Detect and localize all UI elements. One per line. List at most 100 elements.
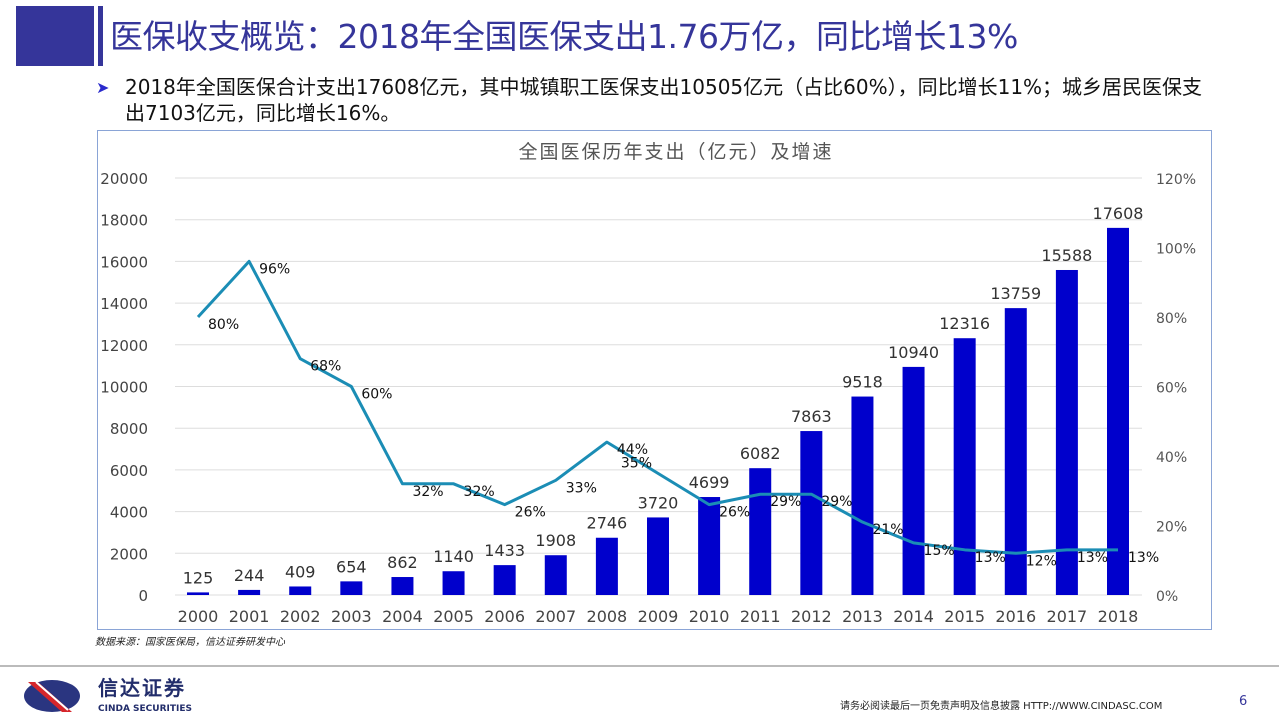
left-axis-tick: 8000 — [110, 420, 148, 438]
chart-frame — [97, 130, 1212, 630]
growth-line — [196, 259, 1118, 555]
line-label: 12% — [1026, 553, 1057, 569]
bar-label: 15588 — [1041, 246, 1092, 265]
bar-2012 — [800, 431, 823, 595]
right-axis-tick: 20% — [1156, 520, 1187, 536]
footer-divider — [0, 665, 1279, 667]
bar-label: 6082 — [740, 444, 781, 463]
x-axis-tick: 2018 — [1098, 607, 1139, 626]
bar-2013 — [851, 396, 874, 595]
line-label: 32% — [412, 484, 443, 500]
bar-2009 — [647, 517, 669, 595]
bar-label: 125 — [183, 568, 214, 587]
line-label: 96% — [259, 261, 290, 277]
line-label: 13% — [1077, 550, 1108, 566]
right-axis-tick: 40% — [1156, 450, 1187, 466]
line-label: 44% — [617, 442, 648, 458]
bar-2014 — [902, 366, 925, 595]
left-axis-tick: 16000 — [100, 253, 148, 271]
bar-2018 — [1107, 227, 1129, 595]
bar-2015 — [953, 338, 976, 595]
line-label: 29% — [770, 494, 801, 510]
chart-title: 全国医保历年支出（亿元）及增速 — [518, 141, 833, 163]
right-axis-tick: 100% — [1156, 242, 1196, 258]
right-axis-tick: 120% — [1156, 172, 1196, 188]
x-axis-tick: 2016 — [995, 607, 1036, 626]
bar-label: 244 — [234, 566, 265, 585]
x-axis-tick: 2017 — [1047, 607, 1088, 626]
title-bar-decoration — [98, 6, 103, 66]
right-axis-tick: 0% — [1156, 589, 1178, 605]
bar-label: 7863 — [791, 407, 832, 426]
x-axis-tick: 2014 — [893, 607, 934, 626]
line-label: 29% — [821, 494, 852, 510]
bar-label: 12316 — [939, 314, 990, 333]
x-axis-tick: 2001 — [229, 607, 270, 626]
bar-label: 10940 — [888, 343, 939, 362]
x-axis-tick: 2011 — [740, 607, 781, 626]
page-number: 6 — [1239, 694, 1248, 709]
bar-label: 654 — [336, 557, 367, 576]
bar-2003 — [340, 581, 363, 595]
bar-2004 — [391, 577, 414, 595]
bar-label: 9518 — [842, 373, 883, 392]
bar-2007 — [544, 555, 567, 595]
line-label: 13% — [975, 550, 1006, 566]
line-label: 13% — [1128, 550, 1159, 566]
disclaimer: 请务必阅读最后一页免责声明及信息披露 HTTP://WWW.CINDASC.CO… — [840, 701, 1163, 712]
bar-label: 17608 — [1093, 204, 1144, 223]
x-axis-tick: 2005 — [433, 607, 474, 626]
line-label: 32% — [464, 484, 495, 500]
line-label: 68% — [310, 359, 341, 375]
bar-label: 409 — [285, 562, 316, 581]
brand-name-cn: 信达证券 — [98, 676, 186, 700]
x-axis-tick: 2010 — [689, 607, 730, 626]
left-axis-tick: 12000 — [100, 337, 148, 355]
x-axis-tick: 2012 — [791, 607, 832, 626]
x-axis-tick: 2002 — [280, 607, 321, 626]
x-axis-tick: 2004 — [382, 607, 423, 626]
bar-label: 1433 — [484, 541, 525, 560]
brand-name-en: CINDA SECURITIES — [98, 704, 192, 714]
summary-text: 2018年全国医保合计支出17608亿元，其中城镇职工医保支出10505亿元（占… — [125, 75, 1203, 125]
cinda-logo-icon — [24, 680, 80, 712]
line-label: 26% — [515, 505, 546, 521]
bar-2005 — [442, 571, 465, 595]
bar-2011 — [749, 468, 772, 595]
bar-2002 — [289, 586, 312, 595]
line-label: 33% — [566, 480, 597, 496]
title-block-decoration — [16, 6, 94, 66]
line-label: 15% — [924, 543, 955, 559]
left-axis-tick: 4000 — [110, 504, 148, 522]
bar-2000 — [187, 592, 209, 595]
bar-2017 — [1055, 269, 1078, 595]
bar-2006 — [493, 565, 516, 595]
bar-2010 — [698, 497, 721, 595]
left-axis-tick: 14000 — [100, 295, 148, 313]
x-axis-tick: 2000 — [178, 607, 219, 626]
line-label: 35% — [621, 455, 652, 471]
left-axis-tick: 6000 — [110, 462, 148, 480]
right-axis-tick: 80% — [1156, 311, 1187, 327]
bar-label: 3720 — [638, 493, 679, 512]
data-source: 数据来源：国家医保局，信达证券研发中心 — [95, 637, 285, 648]
left-axis-tick: 20000 — [100, 170, 148, 188]
x-axis-tick: 2008 — [587, 607, 628, 626]
bar-label: 1908 — [535, 531, 576, 550]
bar-label: 862 — [387, 553, 418, 572]
bar-2001 — [238, 589, 261, 595]
x-axis-tick: 2003 — [331, 607, 372, 626]
line-label: 21% — [872, 522, 903, 538]
arrow-bullet-icon: ➤ — [96, 78, 110, 97]
line-label: 60% — [361, 387, 392, 403]
x-axis-tick: 2006 — [484, 607, 525, 626]
left-axis-tick: 10000 — [100, 379, 148, 397]
right-axis-tick: 60% — [1156, 381, 1187, 397]
x-axis-tick: 2009 — [638, 607, 679, 626]
x-axis-tick: 2007 — [535, 607, 576, 626]
page-title: 医保收支概览：2018年全国医保支出1.76万亿，同比增长13% — [110, 17, 1018, 56]
left-axis-tick: 18000 — [100, 212, 148, 230]
left-axis-tick: 2000 — [110, 545, 148, 563]
line-label: 26% — [719, 505, 750, 521]
